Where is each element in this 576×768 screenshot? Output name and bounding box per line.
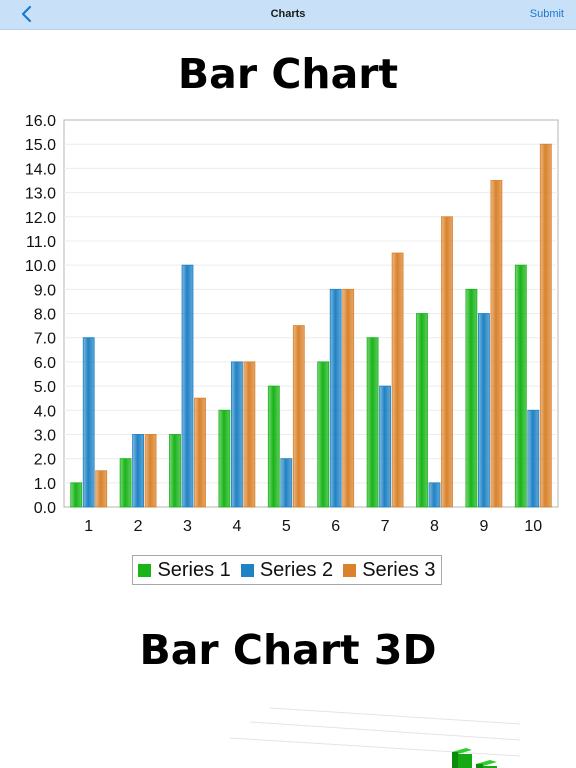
y-tick-label: 7.0 bbox=[34, 331, 56, 348]
bar-3-4 bbox=[243, 361, 256, 508]
legend-label: Series 3 bbox=[362, 558, 436, 581]
legend-swatch-series-2 bbox=[240, 563, 254, 577]
y-tick-label: 12.0 bbox=[25, 210, 56, 227]
chart-3d-bar bbox=[476, 760, 497, 768]
bar-2-2 bbox=[132, 434, 145, 508]
x-tick-label: 10 bbox=[524, 518, 542, 535]
bar-2-5 bbox=[280, 458, 293, 508]
x-tick-label: 2 bbox=[134, 518, 143, 535]
legend-label: Series 2 bbox=[259, 558, 334, 581]
chart-legend: Series 1 Series 2 Series 3 bbox=[132, 555, 442, 585]
bar-2-1 bbox=[82, 337, 95, 508]
x-tick-label: 6 bbox=[331, 518, 340, 535]
bar-1-10 bbox=[514, 264, 527, 508]
bar-1-9 bbox=[465, 288, 478, 508]
bar-2-9 bbox=[477, 313, 490, 508]
y-tick-label: 6.0 bbox=[34, 355, 56, 372]
y-tick-label: 15.0 bbox=[25, 137, 56, 154]
bar-2-7 bbox=[379, 385, 392, 508]
bar-chart-title: Bar Chart bbox=[177, 50, 399, 98]
bar-chart-3d-title: Bar Chart 3D bbox=[139, 626, 437, 674]
bar-2-10 bbox=[527, 409, 540, 508]
bar-1-1 bbox=[70, 482, 83, 508]
y-tick-label: 11.0 bbox=[26, 234, 56, 251]
bar-3-1 bbox=[95, 470, 108, 508]
x-tick-label: 9 bbox=[479, 518, 488, 535]
y-tick-label: 4.0 bbox=[34, 403, 56, 420]
submit-button[interactable]: Submit bbox=[529, 8, 564, 20]
bar-1-4 bbox=[218, 409, 231, 508]
bar-1-5 bbox=[267, 385, 280, 508]
chart-3d-gridlines bbox=[229, 707, 521, 757]
x-tick-label: 8 bbox=[430, 518, 439, 535]
y-tick-label: 13.0 bbox=[25, 186, 56, 203]
y-tick-label: 8.0 bbox=[34, 307, 56, 324]
bar-3-2 bbox=[144, 434, 157, 508]
x-tick-label: 3 bbox=[183, 518, 192, 535]
y-tick-label: 14.0 bbox=[25, 161, 56, 178]
bar-1-7 bbox=[366, 337, 379, 508]
bar-2-8 bbox=[428, 482, 441, 508]
legend-swatch-series-1 bbox=[138, 563, 152, 577]
bar-2-3 bbox=[181, 264, 194, 508]
legend-item-series-3: Series 3 bbox=[343, 558, 436, 582]
bar-1-2 bbox=[119, 458, 132, 508]
bar-3-3 bbox=[194, 397, 206, 508]
y-tick-label: 2.0 bbox=[34, 452, 56, 469]
nav-title: Charts bbox=[270, 8, 306, 20]
bar-chart-3d-preview bbox=[229, 707, 521, 768]
bar-chart: 0.01.02.03.04.05.06.07.08.09.010.011.012… bbox=[25, 113, 559, 535]
bar-2-4 bbox=[230, 361, 243, 508]
y-tick-label: 9.0 bbox=[34, 282, 56, 299]
bar-3-5 bbox=[292, 325, 305, 508]
bar-3-7 bbox=[391, 252, 404, 508]
bar-3-6 bbox=[342, 288, 355, 508]
bar-3-9 bbox=[490, 180, 503, 508]
x-tick-label: 7 bbox=[381, 518, 390, 535]
y-tick-label: 0.0 bbox=[34, 500, 56, 517]
y-tick-label: 3.0 bbox=[34, 427, 56, 444]
x-tick-label: 5 bbox=[282, 518, 291, 535]
bar-2-6 bbox=[329, 288, 342, 508]
bar-3-10 bbox=[539, 143, 552, 508]
legend-label: Series 1 bbox=[157, 558, 231, 581]
y-tick-label: 16.0 bbox=[25, 113, 56, 130]
chevron-left-icon[interactable] bbox=[16, 3, 38, 25]
x-tick-label: 4 bbox=[232, 518, 241, 535]
y-tick-label: 1.0 bbox=[34, 476, 56, 493]
bar-1-8 bbox=[416, 313, 428, 508]
legend-item-series-2: Series 2 bbox=[240, 558, 334, 582]
navigation-bar: Charts Submit bbox=[0, 0, 576, 30]
x-tick-label: 1 bbox=[84, 518, 93, 535]
y-tick-label: 5.0 bbox=[34, 379, 56, 396]
legend-swatch-series-3 bbox=[343, 563, 357, 577]
y-tick-label: 10.0 bbox=[25, 258, 56, 275]
bar-1-3 bbox=[169, 434, 181, 508]
chart-3d-bar bbox=[452, 748, 472, 768]
bar-3-8 bbox=[441, 216, 453, 508]
bar-1-6 bbox=[317, 361, 330, 508]
legend-item-series-1: Series 1 bbox=[138, 558, 231, 582]
